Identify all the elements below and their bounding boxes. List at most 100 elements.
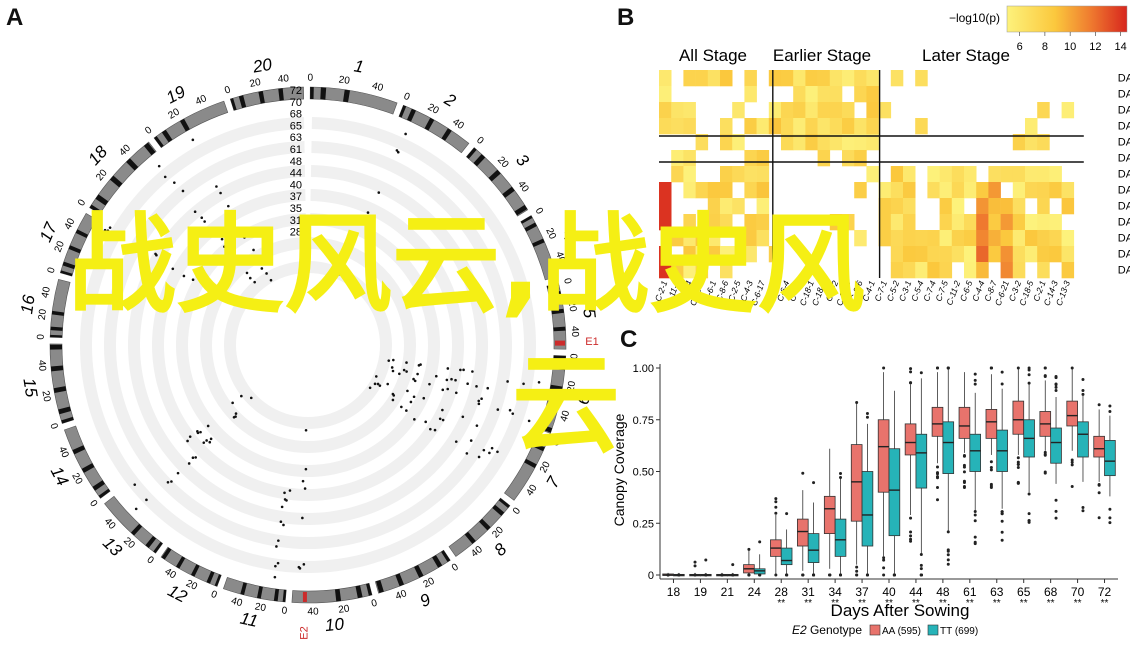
chromosome-band — [320, 87, 327, 100]
heatmap-cell — [927, 182, 940, 199]
row-label: DAS37 — [1118, 121, 1130, 133]
outlier-point — [801, 471, 805, 475]
signal-point — [186, 439, 189, 443]
chromosome-band — [161, 547, 172, 560]
heatmap-cell — [671, 166, 684, 183]
chromosome-band — [98, 488, 111, 499]
box — [985, 409, 998, 439]
signal-point — [405, 370, 408, 373]
significance-mark: ** — [912, 598, 920, 609]
stage-header: All Stage — [679, 46, 747, 65]
outlier-point — [1054, 509, 1058, 513]
position-tick-label: 20 — [422, 576, 437, 591]
heatmap-cell — [829, 70, 843, 87]
heatmap-cell — [756, 198, 770, 215]
chromosome-arc-11 — [223, 577, 287, 603]
heatmap-cell — [744, 230, 757, 247]
position-tick-label: 40 — [40, 285, 53, 299]
heatmap-panel: −log10(p) 6 8 10 12 14 All Stage Earlier Stag… — [653, 5, 1130, 307]
outlier-point — [962, 463, 966, 467]
heatmap-cell — [732, 102, 745, 119]
signal-point — [480, 397, 483, 401]
heatmap-cell — [732, 198, 745, 215]
heatmap-cell — [768, 118, 782, 135]
signal-point — [395, 149, 399, 152]
signal-point — [424, 420, 427, 424]
outlier-point — [704, 573, 708, 577]
heatmap-cell — [866, 86, 879, 103]
heatmap-cell — [1012, 246, 1026, 263]
signal-point — [276, 561, 280, 565]
heatmap-cell — [805, 70, 818, 87]
heatmap-cell — [683, 166, 696, 183]
position-tick-label: 40 — [117, 142, 133, 158]
heatmap-cell — [756, 214, 770, 231]
outlier-point — [882, 556, 886, 560]
outlier-point — [801, 573, 805, 577]
heatmap-cell — [781, 102, 794, 119]
outlier-point — [962, 481, 966, 485]
chromosome-band — [273, 588, 280, 602]
signal-point — [506, 380, 509, 383]
heatmap-cell — [1025, 182, 1038, 199]
legend-tick-label: 10 — [1064, 41, 1076, 53]
outlier-point — [909, 367, 913, 371]
position-tick-label: 0 — [511, 505, 523, 517]
box — [780, 547, 793, 566]
position-tick-label: 20 — [338, 74, 351, 86]
row-label: DAS70 — [1118, 249, 1130, 261]
outlier-point — [989, 466, 993, 470]
chromosome-arc-5 — [546, 282, 567, 350]
signal-point — [210, 286, 213, 290]
legend-tick-label: 6 — [1017, 41, 1023, 53]
heatmap-cell — [744, 214, 757, 231]
signal-point — [277, 539, 280, 542]
heatmap-cell — [756, 230, 770, 247]
heatmap-cell — [842, 134, 855, 151]
position-tick-label: 40 — [277, 73, 290, 85]
position-tick-label: 40 — [559, 409, 573, 423]
heatmap-cell — [988, 230, 1001, 247]
signal-point — [194, 456, 197, 459]
heatmap-cell — [1000, 246, 1014, 263]
heatmap-cell — [793, 134, 806, 151]
track-label: 48 — [290, 156, 302, 168]
legend-ticks: 6 8 10 12 14 — [1017, 32, 1127, 53]
stage-headers: All Stage Earlier Stage Later Stage — [679, 46, 1010, 65]
box — [904, 423, 917, 456]
signal-point — [253, 280, 256, 284]
panel-label-c: C — [620, 326, 638, 353]
signal-point — [413, 418, 416, 421]
outlier-point — [919, 553, 923, 557]
outlier-point — [1054, 374, 1058, 378]
signal-point — [163, 175, 167, 179]
signal-point — [391, 369, 395, 373]
x-tick-label: 40 — [882, 585, 896, 599]
signal-point — [465, 452, 469, 455]
outlier-point — [989, 366, 993, 370]
heatmap-cell — [707, 198, 721, 215]
outlier-point — [774, 500, 778, 504]
heatmap-cell — [1012, 214, 1026, 231]
position-tick-label: 20 — [490, 525, 506, 541]
box — [931, 406, 944, 437]
chromosome-band — [230, 98, 237, 111]
signal-point — [373, 382, 377, 386]
outlier-point — [882, 566, 886, 570]
heatmap-cell — [842, 150, 855, 167]
heatmap-cell — [915, 70, 928, 87]
position-tick-label: 40 — [450, 117, 466, 133]
outlier-point — [1027, 520, 1031, 524]
signal-point — [417, 364, 421, 367]
signal-point — [446, 367, 450, 370]
heatmap-cell — [842, 102, 855, 119]
signal-point — [450, 377, 453, 381]
row-label: DAS48 — [1118, 169, 1130, 181]
x-tick-label: 70 — [1071, 585, 1085, 599]
heatmap-cell — [927, 230, 940, 247]
legend-swatch-tt — [927, 624, 939, 636]
heatmap-cell — [1061, 230, 1075, 247]
heatmap-cell — [707, 246, 721, 263]
heatmap-cell — [817, 102, 831, 119]
